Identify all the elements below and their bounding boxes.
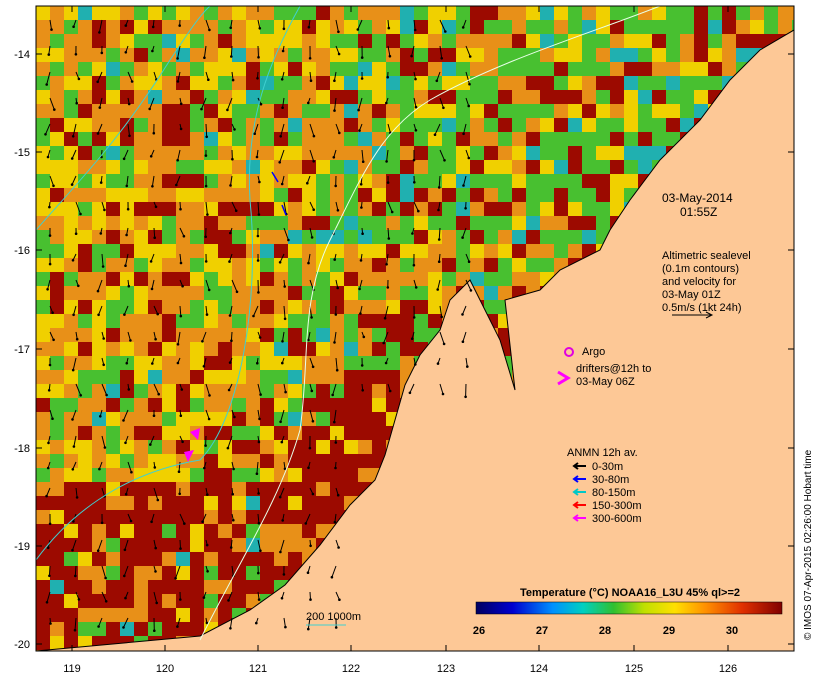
x-tick-label: 125 [625,663,643,675]
anmn-legend-item: 300-600m [572,513,642,525]
colorbar-tick: 26 [473,625,485,637]
anmn-legend-item: 80-150m [572,487,635,499]
time-label: 01:55Z [680,205,717,219]
anmn-legend-label: 300-600m [592,513,642,525]
colorbar-tick: 29 [663,625,675,637]
altimetry-line: (0.1m contours) [662,263,739,275]
x-axis: 119 120 121 122 123 124 125 126 [63,663,737,675]
altimetry-line: and velocity for [662,276,736,288]
anmn-legend-label: 150-300m [592,500,642,512]
y-tick-label: -20 [14,639,30,651]
y-tick-label: -16 [14,245,30,257]
colorbar-title: Temperature (°C) NOAA16_L3U 45% ql>=2 [520,587,740,599]
contour-mid [36,6,301,561]
y-tick-label: -18 [14,443,30,455]
drifter-marker [190,428,200,440]
colorbar-gradient [475,601,783,615]
anmn-legend-item: 150-300m [572,500,642,512]
x-tick-label: 123 [437,663,455,675]
drifter-tracks [184,171,287,462]
colorbar-tick: 28 [599,625,611,637]
anmn-legend-label: 80-150m [592,487,635,499]
altimetry-line: 0.5m/s (1kt 24h) [662,302,741,314]
x-tick-label: 126 [719,663,737,675]
altimetry-annotation: Altimetric sealevel (0.1m contours) and … [662,250,751,319]
drifter-marker [184,450,194,462]
x-tick-label: 122 [342,663,360,675]
date-label: 03-May-2014 [662,191,733,205]
y-tick-label: -15 [14,147,30,159]
argo-label: Argo [582,346,605,358]
x-tick-label: 120 [156,663,174,675]
scale-arrow-head [705,311,714,319]
anmn-mooring-arrow [281,204,287,216]
drifters-label: 03-May 06Z [576,376,635,388]
contour-1000m [199,6,661,641]
anmn-legend-label: 30-80m [592,474,629,486]
anmn-legend: ANMN 12h av. 0-30m30-80m80-150m150-300m3… [567,447,642,525]
altimetry-line: 03-May 01Z [662,289,721,301]
colorbar: Temperature (°C) NOAA16_L3U 45% ql>=2 26… [473,587,783,637]
credit-label: © IMOS 07-Apr-2015 02:26:00 Hobart time [803,449,814,640]
plot-area [36,6,794,651]
anmn-mooring-arrow [271,171,279,183]
plot-frame [35,5,795,652]
contour-label: 200 1000m [306,611,361,623]
y-tick-label: -14 [14,49,30,61]
coastline [36,29,794,651]
anmn-legend-item: 0-30m [572,461,623,473]
y-tick-label: -19 [14,541,30,553]
tick-marks [36,6,794,651]
y-axis: -14 -15 -16 -17 -18 -19 -20 [14,49,30,651]
drifter-legend-marker [557,370,571,386]
x-tick-label: 121 [249,663,267,675]
contour-200m [36,6,211,231]
drifters-label: drifters@12h to [576,363,651,375]
colorbar-tick: 30 [726,625,738,637]
x-tick-label: 119 [63,663,81,675]
anmn-legend-item: 30-80m [572,474,629,486]
anmn-legend-title: ANMN 12h av. [567,447,638,459]
x-tick-label: 124 [530,663,548,675]
y-tick-label: -17 [14,344,30,356]
anmn-legend-label: 0-30m [592,461,623,473]
altimetry-line: Altimetric sealevel [662,250,751,262]
argo-marker [564,347,574,357]
colorbar-tick: 27 [536,625,548,637]
